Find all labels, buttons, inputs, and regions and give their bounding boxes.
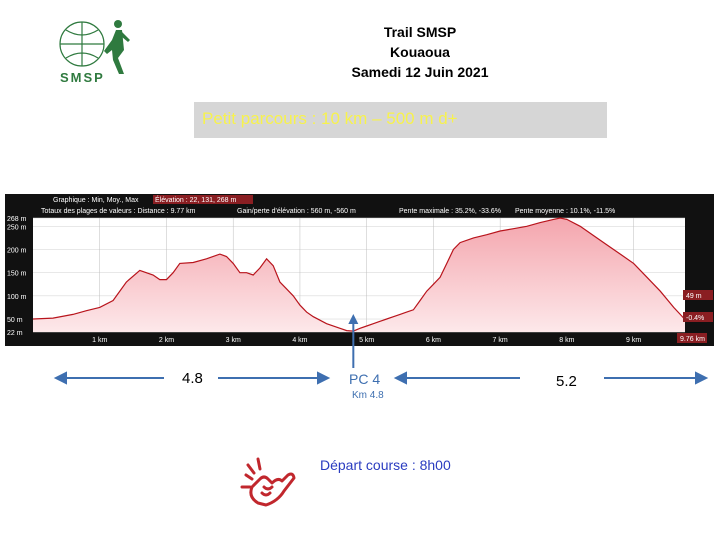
y-tick-label: 200 m (7, 248, 27, 255)
right-arrow-head-left (393, 371, 407, 385)
end-label: 49 m (686, 293, 702, 300)
x-tick-label: 8 km (559, 337, 574, 344)
x-axis-ticks: 1 km 2 km 3 km 4 km 5 km 6 km 7 km 8 km 9 km (92, 337, 641, 344)
y-tick-label: 268 m (7, 216, 27, 223)
x-tick-label: 1 km (92, 337, 107, 344)
y-tick-label: 150 m (7, 271, 27, 278)
elevation-line (32, 217, 686, 332)
chart-info-line: Graphique : Min, Moy., Max (53, 197, 139, 204)
page-header: Trail SMSP Kouaoua Samedi 12 Juin 2021 (300, 22, 540, 82)
x-tick-label: 9 km (626, 337, 641, 344)
end-label-background (677, 333, 707, 343)
end-label: 9.76 km (680, 336, 705, 343)
y-tick-label: 50 m (7, 317, 23, 324)
end-label-background (683, 312, 713, 322)
x-tick-label: 3 km (226, 337, 241, 344)
elevation-highlight (153, 195, 253, 204)
shaka-hand-icon (240, 457, 296, 507)
chart-info-lines: Graphique : Min, Moy., Max Élévation : 22… (41, 195, 615, 215)
checkpoint-label: PC 4 (349, 371, 381, 387)
left-arrow-head (53, 371, 67, 385)
chart-info-line: Élévation : 22, 131, 268 m (155, 195, 236, 204)
title-line-3: Samedi 12 Juin 2021 (351, 64, 489, 80)
y-tick-label: 100 m (7, 294, 27, 301)
y-tick-label: 250 m (7, 224, 27, 231)
title-line-1: Trail SMSP (383, 24, 457, 40)
x-tick-label: 6 km (426, 337, 441, 344)
elevation-area (33, 218, 685, 332)
chart-info-line: Gain/perte d'élévation : 560 m, -560 m (237, 208, 356, 215)
x-tick-label: 5 km (359, 337, 374, 344)
x-tick-label: 4 km (292, 337, 307, 344)
left-arrow-tail-head (317, 371, 331, 385)
x-tick-label: 2 km (159, 337, 174, 344)
chart-info-line: Totaux des plages de valeurs : Distance … (41, 208, 196, 215)
end-label: -0.4% (686, 315, 704, 322)
banner-text: Petit parcours : 10 km – 500 m d+ (202, 109, 458, 128)
chart-info-line: Pente maximale : 35.2%, -33.6% (399, 208, 501, 215)
left-distance-label: 4.8 (182, 370, 203, 387)
chart-info-line: Pente moyenne : 10.1%, -11.5% (515, 208, 615, 215)
right-distance-label: 5.2 (556, 373, 577, 390)
chart-end-labels: 49 m -0.4% 9.76 km (677, 290, 713, 343)
checkpoint-km-label: Km 4.8 (352, 390, 384, 401)
logo-text: SMSP (60, 70, 105, 85)
y-tick-label: 22 m (7, 330, 23, 337)
start-time-text: Départ course : 8h00 (320, 457, 451, 473)
right-arrow-head-right (695, 371, 709, 385)
elevation-chart: 268 m 250 m 200 m 150 m 100 m 50 m 22 m 1 km 2 … (5, 194, 714, 346)
course-banner: Petit parcours : 10 km – 500 m d+ (194, 102, 607, 138)
smsp-logo (59, 20, 130, 74)
x-tick-label: 7 km (493, 337, 508, 344)
title-line-2: Kouaoua (390, 44, 450, 60)
end-label-background (683, 290, 713, 300)
